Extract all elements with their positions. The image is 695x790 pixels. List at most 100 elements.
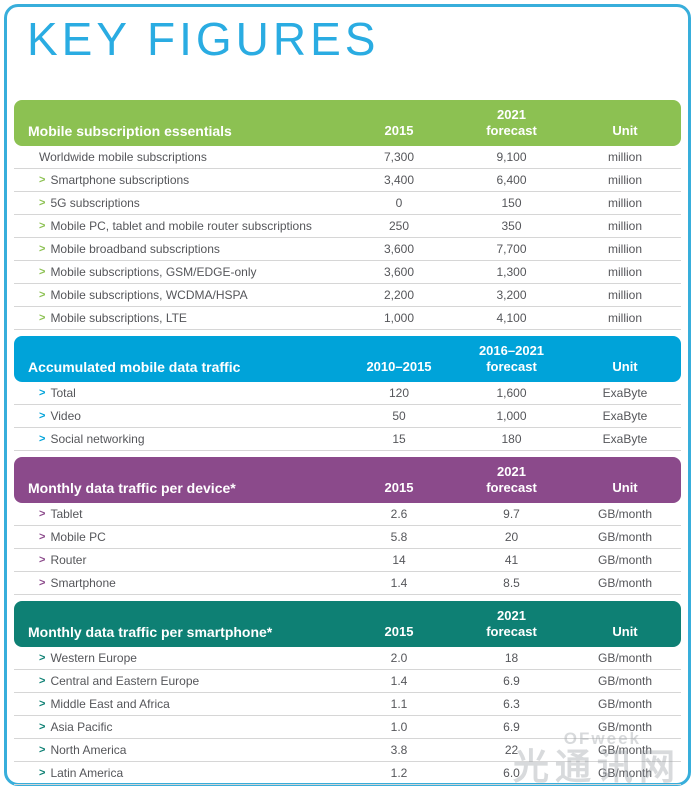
chevron-right-icon: > [39, 242, 46, 255]
column-header-period: 2015 [384, 479, 414, 495]
table-row: > Central and Eastern Europe 1.4 6.9 GB/… [14, 670, 681, 693]
section-mobile-subscription-essentials: Mobile subscription essentials 2015 2021… [14, 100, 681, 330]
row-label: Tablet [50, 507, 83, 521]
column-header-unit: Unit [612, 122, 638, 138]
chevron-right-icon: > [39, 265, 46, 278]
value-unit: million [607, 265, 642, 279]
value-period: 1.4 [390, 576, 408, 590]
chevron-right-icon: > [39, 409, 46, 422]
value-period: 7,300 [383, 150, 415, 164]
row-label: North America [50, 743, 127, 757]
table-row: > North America 3.8 22 GB/month [14, 739, 681, 762]
section-monthly-data-traffic-per-smartphone: Monthly data traffic per smartphone* 201… [14, 601, 681, 785]
section-accumulated-mobile-data-traffic: Accumulated mobile data traffic 2010–201… [14, 336, 681, 451]
table-row: > Mobile PC 5.8 20 GB/month [14, 526, 681, 549]
value-unit: GB/month [597, 553, 653, 567]
value-forecast: 1,600 [496, 386, 527, 400]
section-title: Mobile subscription essentials [28, 123, 232, 139]
column-header-forecast-line2: forecast [486, 623, 537, 639]
value-period: 0 [395, 196, 403, 210]
value-unit: GB/month [597, 743, 653, 757]
table-row: > Asia Pacific 1.0 6.9 GB/month [14, 716, 681, 739]
column-header-forecast: 2021 forecast [454, 107, 569, 140]
chevron-right-icon: > [39, 288, 46, 301]
value-unit: million [607, 150, 642, 164]
chevron-right-icon: > [39, 743, 46, 756]
section-title: Accumulated mobile data traffic [28, 359, 241, 375]
value-forecast: 41 [504, 553, 519, 567]
row-label: Middle East and Africa [50, 697, 170, 711]
column-header-period: 2015 [384, 623, 414, 639]
value-forecast: 1,300 [496, 265, 527, 279]
value-unit: GB/month [597, 674, 653, 688]
value-forecast: 22 [504, 743, 519, 757]
value-unit: GB/month [597, 530, 653, 544]
section-rows: > Tablet 2.6 9.7 GB/month > Mobile PC 5.… [14, 503, 681, 595]
row-label-cell: > Mobile PC, tablet and mobile router su… [14, 219, 344, 233]
column-header-forecast-line1: 2021 [497, 607, 526, 623]
value-unit: million [607, 288, 642, 302]
column-header-period: 2010–2015 [366, 358, 432, 374]
value-unit: million [607, 311, 642, 325]
value-forecast: 6.0 [503, 766, 520, 780]
table-row: > 5G subscriptions 0 150 million [14, 192, 681, 215]
row-label-cell: > Smartphone subscriptions [14, 173, 344, 187]
table-row: > Mobile subscriptions, GSM/EDGE-only 3,… [14, 261, 681, 284]
value-unit: GB/month [597, 507, 653, 521]
table-row: > Middle East and Africa 1.1 6.3 GB/mont… [14, 693, 681, 716]
value-unit: ExaByte [602, 409, 648, 423]
value-unit: GB/month [597, 576, 653, 590]
value-forecast: 20 [504, 530, 519, 544]
section-header: Accumulated mobile data traffic 2010–201… [14, 336, 681, 382]
column-header-forecast: 2021 forecast [454, 464, 569, 497]
row-label-cell: > Central and Eastern Europe [14, 674, 344, 688]
row-label: Mobile PC [50, 530, 106, 544]
chevron-right-icon: > [39, 651, 46, 664]
chevron-right-icon: > [39, 576, 46, 589]
row-label-cell: > Mobile broadband subscriptions [14, 242, 344, 256]
row-label: Total [50, 386, 76, 400]
value-period: 5.8 [390, 530, 408, 544]
value-forecast: 4,100 [496, 311, 527, 325]
column-header-forecast-line1: 2021 [497, 463, 526, 479]
table-row: > Latin America 1.2 6.0 GB/month [14, 762, 681, 785]
chevron-right-icon: > [39, 432, 46, 445]
row-label: Western Europe [50, 651, 137, 665]
value-forecast: 8.5 [503, 576, 520, 590]
row-label: Mobile subscriptions, GSM/EDGE-only [50, 265, 257, 279]
section-title: Monthly data traffic per device* [28, 480, 236, 496]
row-label-cell: > Western Europe [14, 651, 344, 665]
table-row: > Mobile PC, tablet and mobile router su… [14, 215, 681, 238]
value-period: 1.4 [390, 674, 408, 688]
chevron-right-icon: > [39, 766, 46, 779]
row-label-cell: > Latin America [14, 766, 344, 780]
chevron-right-icon: > [39, 530, 46, 543]
value-forecast: 6.3 [503, 697, 520, 711]
column-header-unit: Unit [612, 358, 638, 374]
value-period: 250 [388, 219, 410, 233]
value-unit: GB/month [597, 766, 653, 780]
table-row: > Smartphone 1.4 8.5 GB/month [14, 572, 681, 595]
table-row: > Worldwide mobile subscriptions 7,300 9… [14, 146, 681, 169]
section-rows: > Western Europe 2.0 18 GB/month > Centr… [14, 647, 681, 785]
value-unit: million [607, 196, 642, 210]
row-label-cell: > Mobile PC [14, 530, 344, 544]
section-rows: > Total 120 1,600 ExaByte > Video 50 1,0… [14, 382, 681, 451]
value-forecast: 9,100 [496, 150, 527, 164]
column-header-forecast: 2021 forecast [454, 608, 569, 641]
table-row: > Mobile subscriptions, LTE 1,000 4,100 … [14, 307, 681, 330]
row-label-cell: > Mobile subscriptions, GSM/EDGE-only [14, 265, 344, 279]
chevron-right-icon: > [39, 674, 46, 687]
value-period: 3,600 [383, 242, 415, 256]
row-label: Router [50, 553, 87, 567]
column-header-unit: Unit [612, 479, 638, 495]
row-label-cell: > Video [14, 409, 344, 423]
column-header-forecast-line2: forecast [486, 358, 537, 374]
column-header-forecast-line2: forecast [486, 122, 537, 138]
chevron-right-icon: > [39, 311, 46, 324]
row-label-cell: > Worldwide mobile subscriptions [14, 150, 344, 164]
row-label-cell: > Tablet [14, 507, 344, 521]
column-header-period: 2015 [384, 122, 414, 138]
tables: Mobile subscription essentials 2015 2021… [14, 100, 681, 785]
value-unit: ExaByte [602, 432, 648, 446]
